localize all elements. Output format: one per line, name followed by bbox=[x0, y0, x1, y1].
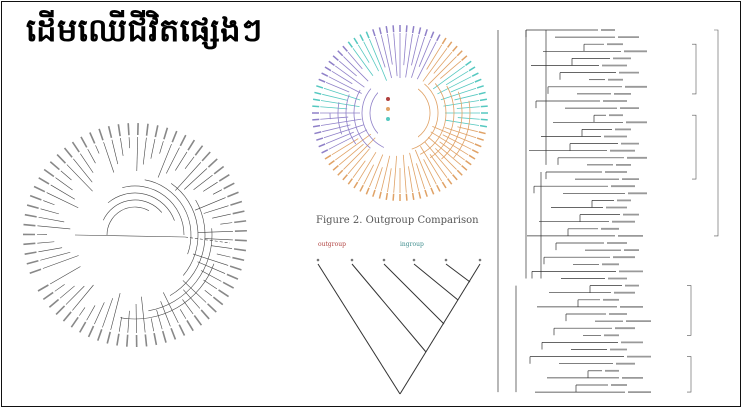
page-title: ដើមឈើជីវិតផ្សេងៗ bbox=[26, 11, 263, 49]
outgroup-cladogram bbox=[316, 258, 482, 395]
taxon-marker bbox=[412, 258, 416, 262]
taxon-marker bbox=[444, 258, 448, 262]
taxon-marker bbox=[478, 258, 482, 262]
outgroup-label: outgroup bbox=[318, 241, 346, 248]
circular-phylogenetic-tree-left bbox=[22, 123, 247, 347]
rectangular-phylogram bbox=[497, 29, 719, 394]
taxon-marker bbox=[316, 258, 320, 262]
taxon-marker bbox=[350, 258, 354, 262]
colored-circular-tree bbox=[312, 25, 488, 201]
ingroup-label: ingroup bbox=[400, 241, 424, 248]
figure-caption: Figure 2. Outgroup Comparison bbox=[316, 215, 479, 226]
taxon-marker bbox=[382, 258, 386, 262]
